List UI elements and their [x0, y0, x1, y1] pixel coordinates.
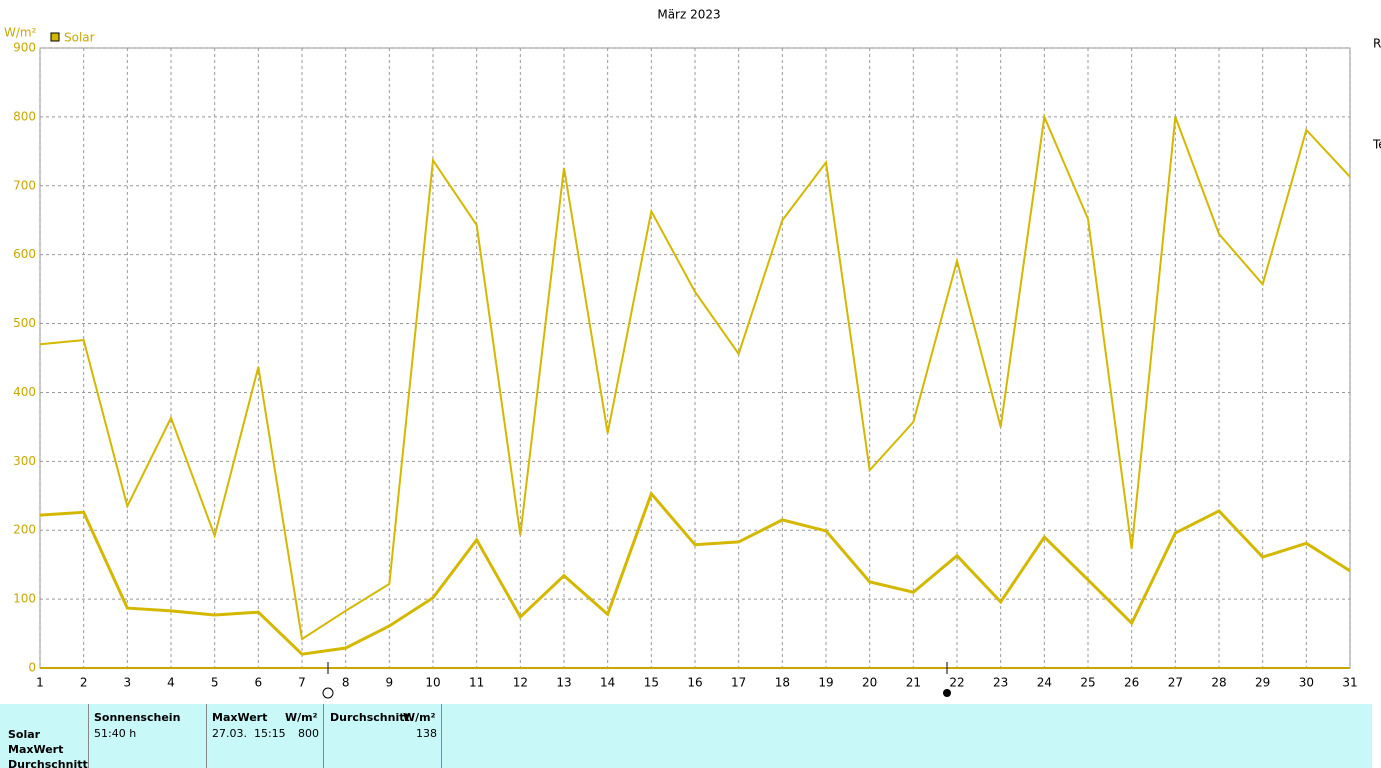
- row-label: Durchschnitt: [8, 758, 88, 768]
- y-tick-label: 600: [13, 247, 36, 261]
- y-tick-label: 700: [13, 178, 36, 192]
- x-tick-label: 2: [80, 676, 88, 690]
- summary-table: Solar MaxWert Durchschnitt Sonnenschein …: [0, 704, 1372, 768]
- cell: 51:40 h: [94, 727, 137, 740]
- col-header: MaxWert: [212, 711, 268, 724]
- side-label: R: [1373, 37, 1381, 51]
- col-unit: W/m²: [403, 711, 436, 724]
- x-tick-label: 12: [513, 676, 528, 690]
- y-tick-label: 500: [13, 316, 36, 330]
- x-tick-label: 5: [211, 676, 219, 690]
- y-tick-label: 800: [13, 109, 36, 123]
- x-tick-label: 4: [167, 676, 175, 690]
- x-tick-label: 6: [255, 676, 263, 690]
- row-label: MaxWert: [8, 743, 64, 756]
- x-tick-label: 21: [906, 676, 921, 690]
- y-tick-label: 300: [13, 454, 36, 468]
- data-line: [39, 490, 1351, 656]
- x-tick-label: 20: [862, 676, 877, 690]
- x-tick-label: 19: [818, 676, 833, 690]
- x-tick-label: 14: [600, 676, 615, 690]
- x-tick-label: 10: [425, 676, 440, 690]
- chart-title: März 2023: [657, 8, 720, 22]
- separator: [88, 704, 89, 768]
- y-tick-label: 100: [13, 592, 36, 606]
- separator: [441, 704, 442, 768]
- x-tick-label: 28: [1211, 676, 1226, 690]
- x-tick-label: 24: [1037, 676, 1052, 690]
- y-axis-label: W/m²: [4, 26, 37, 40]
- x-tick-label: 30: [1299, 676, 1314, 690]
- x-tick-label: 26: [1124, 676, 1139, 690]
- x-tick-label: 1: [36, 676, 44, 690]
- new-moon: [943, 689, 951, 697]
- legend-label: Solar: [64, 31, 95, 45]
- col-unit: W/m²: [285, 711, 318, 724]
- x-tick-label: 18: [775, 676, 790, 690]
- x-tick-label: 9: [386, 676, 394, 690]
- x-tick-label: 8: [342, 676, 350, 690]
- x-tick-label: 25: [1080, 676, 1095, 690]
- x-tick-label: 15: [644, 676, 659, 690]
- x-tick-label: 13: [556, 676, 571, 690]
- x-tick-label: 29: [1255, 676, 1270, 690]
- separator: [206, 704, 207, 768]
- data-line: [39, 113, 1351, 641]
- legend-swatch: [50, 32, 60, 42]
- cell: 800: [298, 727, 319, 740]
- cell: 138: [416, 727, 437, 740]
- x-tick-label: 16: [687, 676, 702, 690]
- x-tick-label: 7: [298, 676, 306, 690]
- x-tick-label: 23: [993, 676, 1008, 690]
- col-header: Sonnenschein: [94, 711, 181, 724]
- y-tick-label: 0: [28, 661, 36, 675]
- x-tick-label: 17: [731, 676, 746, 690]
- y-tick-label: 900: [13, 41, 36, 55]
- side-label: Te: [1372, 138, 1381, 152]
- x-tick-label: 27: [1168, 676, 1183, 690]
- col-header: Durchschnitt: [330, 711, 410, 724]
- x-tick-label: 31: [1342, 676, 1357, 690]
- chart: März 2023 W/m² R Te 0 100 200 300 400 500 600 7…: [4, 8, 1381, 699]
- y-tick-label: 400: [13, 385, 36, 399]
- cell: 27.03. 15:15: [212, 727, 286, 740]
- separator: [323, 704, 324, 768]
- x-tick-label: 11: [469, 676, 484, 690]
- y-tick-label: 200: [13, 523, 36, 537]
- row-label: Solar: [8, 728, 41, 741]
- x-tick-label: 3: [124, 676, 132, 690]
- full-moon: [322, 687, 334, 699]
- x-tick-label: 22: [949, 676, 964, 690]
